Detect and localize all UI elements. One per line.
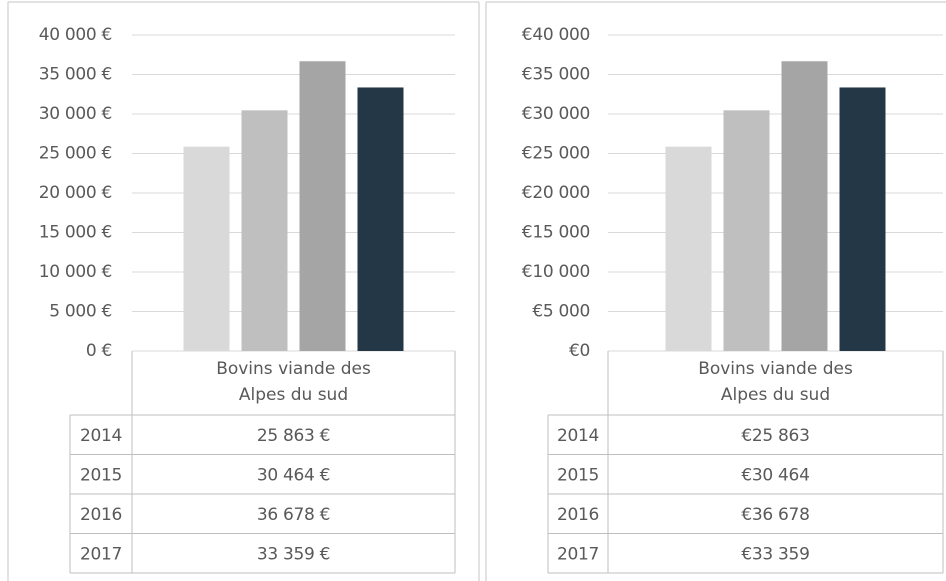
series-name: 2014 (557, 426, 599, 446)
y-tick-label: €25 000 (522, 144, 590, 164)
value-label: 25 863 € (257, 426, 330, 446)
category-cell: Bovins viande des Alpes du sud (216, 359, 371, 405)
series-name: 2016 (80, 505, 122, 525)
y-tick-label: 20 000 € (39, 183, 112, 203)
value-label: 33 359 € (257, 544, 330, 564)
y-tick-label: €30 000 (522, 104, 590, 124)
y-tick-label: 25 000 € (39, 144, 112, 164)
value-label: €30 464 (741, 465, 809, 485)
y-tick-label: 30 000 € (39, 104, 112, 124)
y-tick-label: 10 000 € (39, 262, 112, 282)
y-tick-label: 0 € (86, 341, 112, 361)
value-label: 36 678 € (257, 505, 330, 525)
y-tick-label: €20 000 (522, 183, 590, 203)
bar (299, 61, 346, 351)
y-tick-label: 35 000 € (39, 65, 112, 85)
series-name: 2017 (557, 544, 599, 564)
series-name: 2016 (557, 505, 599, 525)
y-tick-label: 40 000 € (39, 25, 112, 45)
y-tick-label: €35 000 (522, 65, 590, 85)
bar (357, 87, 404, 351)
value-label: 30 464 € (257, 465, 330, 485)
bar (723, 110, 770, 351)
y-tick-label: 15 000 € (39, 223, 112, 243)
bar (241, 110, 288, 351)
value-label: €36 678 (741, 505, 809, 525)
y-tick-label: €40 000 (522, 25, 590, 45)
y-tick-label: €15 000 (522, 223, 590, 243)
y-tick-label: €0 (569, 341, 590, 361)
series-name: 2015 (80, 465, 122, 485)
series-name: 2015 (557, 465, 599, 485)
bar (183, 146, 230, 351)
series-name: 2014 (80, 426, 122, 446)
category-cell: Bovins viande des Alpes du sud (698, 359, 853, 405)
series-name: 2017 (80, 544, 122, 564)
value-label: €25 863 (741, 426, 809, 446)
category-label: Bovins viande des Alpes du sud (698, 359, 853, 405)
y-tick-label: 5 000 € (49, 302, 112, 322)
bar (781, 61, 828, 351)
y-tick-label: €5 000 (532, 302, 590, 322)
value-label: €33 359 (741, 544, 809, 564)
category-label: Bovins viande des Alpes du sud (216, 359, 371, 405)
y-tick-label: €10 000 (522, 262, 590, 282)
bar (839, 87, 886, 351)
bar (665, 146, 712, 351)
